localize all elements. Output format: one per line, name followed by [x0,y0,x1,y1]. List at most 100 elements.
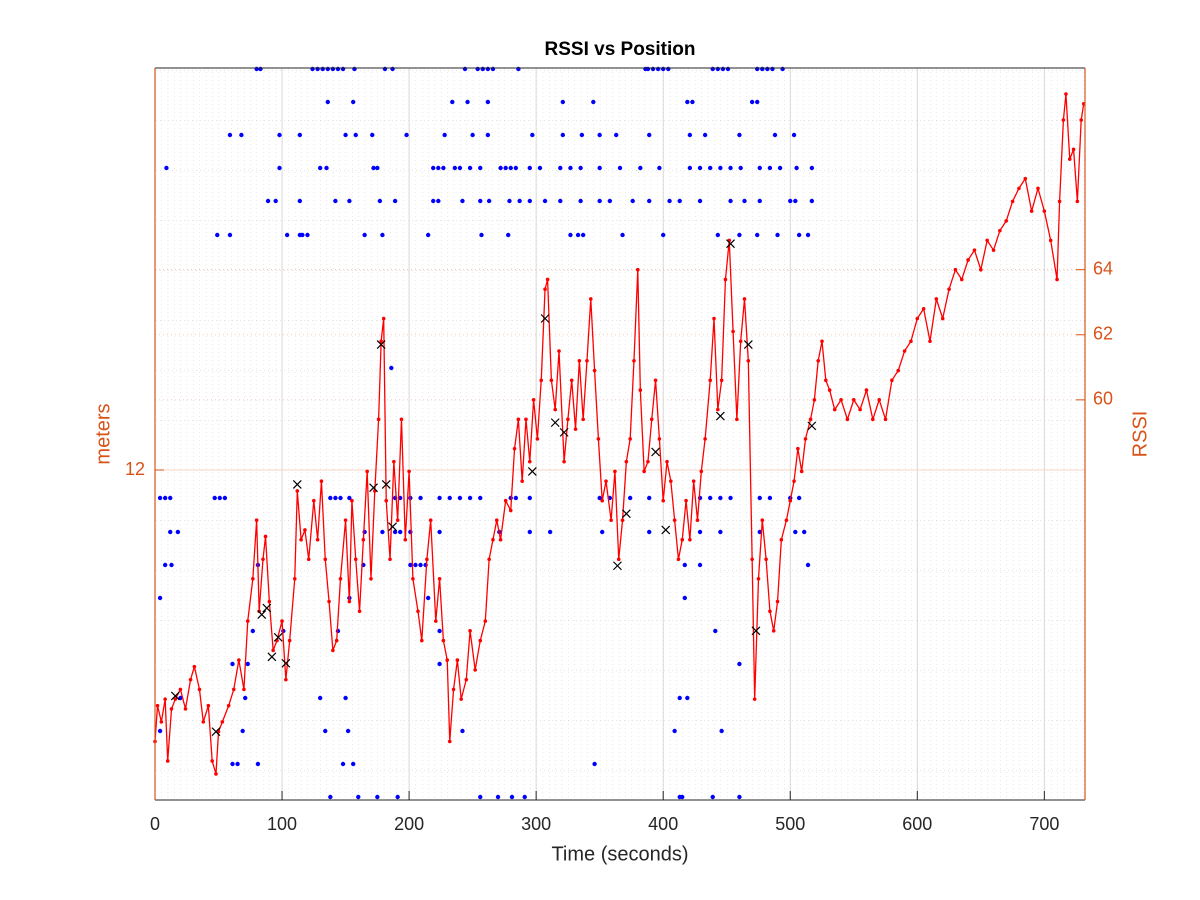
position-dot [613,132,619,138]
rssi-point [588,297,593,301]
position-dot [222,495,228,501]
rssi-point [464,677,469,682]
x-marker [211,727,221,737]
position-dot [265,198,271,204]
position-dot [647,529,652,535]
position-dot [755,232,760,238]
position-dot [777,165,783,171]
position-dot [760,66,765,72]
rssi-point [909,339,913,344]
rssi-point [416,609,420,614]
position-dot [516,66,521,72]
position-dot [230,661,235,667]
position-dot [227,132,233,138]
rssi-point [738,339,743,344]
x-marker [381,480,391,489]
rssi-point [1029,209,1034,213]
x-marker-stroke [715,411,725,421]
position-dot [478,794,483,800]
position-dot [647,198,652,204]
rssi-point [1023,176,1028,181]
rssi-point [816,359,820,363]
x-marker-stroke [550,418,560,428]
rssi-point [292,576,297,581]
position-dot [457,495,463,501]
rssi-point [384,498,389,503]
position-dot [323,728,328,734]
x-marker-stroke [281,658,291,668]
position-dot [485,99,491,105]
position-dot [217,495,222,501]
position-dot [343,132,348,138]
position-dot [737,661,742,667]
position-dot [442,132,447,138]
x-marker [807,421,817,431]
rssi-point [347,599,352,604]
rssi-point [1071,147,1076,152]
position-dot [305,232,310,238]
position-dot [713,628,718,634]
rssi-point [832,407,837,412]
rssi-point [445,658,450,662]
rssi-point [306,557,311,562]
rssi-point [334,638,339,643]
rssi-point [516,417,521,422]
x-marker-stroke [170,691,180,701]
rssi-point [712,316,716,321]
x-marker-stroke [527,466,537,476]
rssi-point [799,469,804,474]
position-dot [657,165,662,171]
rssi-point [226,703,231,708]
x-marker [540,314,550,323]
position-dot [239,132,244,138]
position-dot [715,66,721,72]
y2-tick-label: 62 [1093,324,1113,344]
rssi-point [520,479,524,483]
rssi-point [649,417,654,422]
position-dot [805,232,811,238]
position-dot [682,595,687,601]
position-dot [390,66,395,72]
x-marker [559,427,569,437]
rssi-point [1048,238,1053,243]
position-dot [697,198,703,204]
position-dot [470,132,475,138]
position-dot [352,66,357,72]
rssi-point [764,557,768,562]
rssi-point [242,687,246,692]
position-dot [530,132,535,138]
position-dot [650,66,656,72]
position-dot [627,495,633,501]
rssi-point [934,297,939,301]
rssi-point [545,277,550,282]
position-dot [480,66,485,72]
rssi-point [812,398,817,402]
rssi-point [508,508,513,513]
position-dot [517,198,522,204]
rssi-point [178,687,183,692]
x-marker [292,480,302,489]
x-marker [170,691,180,701]
rssi-point [201,720,206,724]
position-dot [708,495,713,501]
rssi-point [657,437,662,441]
position-dot [240,728,245,734]
rssi-point [779,537,784,542]
rssi-point [600,498,605,503]
rssi-point [512,446,517,451]
rssi-point [478,638,483,643]
rssi-point [672,518,677,523]
position-dot [328,794,333,800]
position-dot [617,165,623,171]
x-marker-stroke [369,483,378,493]
position-dot [597,132,602,138]
rssi-point [691,479,696,483]
rssi-point [871,417,875,422]
position-dot [702,132,708,138]
rssi-point [411,576,415,581]
rssi-point [858,407,862,412]
x-marker-stroke [613,561,622,571]
position-dot [255,761,261,767]
position-dot [560,132,566,138]
rssi-point [159,720,164,724]
